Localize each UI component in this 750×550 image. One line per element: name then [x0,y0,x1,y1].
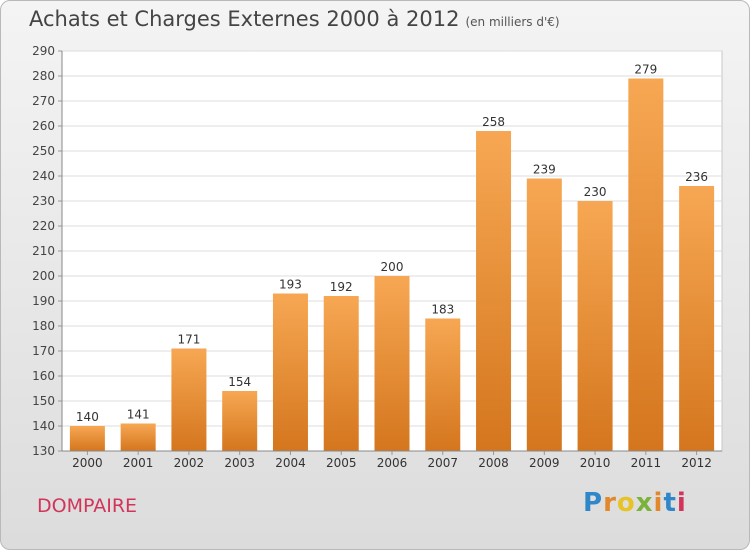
x-tick-label: 2005 [326,456,357,470]
bar-value-label: 154 [228,375,251,389]
y-tick-label: 190 [32,294,55,308]
proxiti-logo: Proxiti [583,488,687,518]
x-tick-label: 2006 [377,456,408,470]
logo-letter: i [676,488,687,518]
bar [323,296,359,451]
x-tick-label: 2010 [580,456,611,470]
y-tick-label: 240 [32,169,55,183]
title-text: Achats et Charges Externes 2000 à 2012 [29,7,460,31]
y-tick-label: 260 [32,119,55,133]
bar [222,391,258,451]
x-tick-label: 2011 [631,456,662,470]
x-tick-label: 2009 [529,456,560,470]
y-tick-label: 150 [32,394,55,408]
y-tick-label: 170 [32,344,55,358]
bar [171,348,207,451]
y-tick-label: 140 [32,419,55,433]
x-tick-label: 2000 [72,456,103,470]
logo-letter: i [653,488,664,518]
y-tick-label: 230 [32,194,55,208]
x-tick-label: 2012 [681,456,712,470]
bar [577,201,613,451]
y-tick-label: 160 [32,369,55,383]
logo-letter: r [603,488,617,518]
y-tick-label: 270 [32,94,55,108]
logo-letter: x [635,488,654,518]
bar [628,78,664,451]
bar-value-label: 258 [482,115,505,129]
y-tick-label: 220 [32,219,55,233]
bar [272,293,308,451]
bar-value-label: 171 [177,333,200,347]
bar-value-label: 200 [381,260,404,274]
bar-value-label: 192 [330,280,353,294]
bar-value-label: 236 [685,170,708,184]
bar-value-label: 140 [76,410,99,424]
bar [679,186,715,451]
x-tick-label: 2002 [174,456,205,470]
y-tick-label: 250 [32,144,55,158]
bar-value-label: 193 [279,278,302,292]
bar [425,318,461,451]
logo-letter: t [663,488,677,518]
bar [69,426,105,451]
bar [374,276,410,451]
bar-value-label: 141 [127,408,150,422]
x-tick-label: 2004 [275,456,306,470]
chart-subtitle: (en milliers d'€) [465,15,560,29]
commune-name: DOMPAIRE [37,495,138,517]
y-tick-label: 280 [32,69,55,83]
x-tick-label: 2001 [123,456,154,470]
bar [476,131,512,451]
chart-title: Achats et Charges Externes 2000 à 2012 (e… [29,7,560,31]
x-tick-label: 2008 [478,456,509,470]
plot-area: 130 140 150 160 170 180 190 200 210 220 230 240 250 2… [32,44,723,470]
logo-letter: P [583,488,604,518]
y-tick-label: 200 [32,269,55,283]
logo-letter: o [616,488,636,518]
y-tick-label: 290 [32,44,55,58]
bar [120,423,156,451]
y-tick-label: 210 [32,244,55,258]
bar-value-label: 230 [584,185,607,199]
bar-value-label: 183 [431,303,454,317]
bar-value-label: 279 [634,63,657,77]
x-tick-label: 2003 [224,456,255,470]
bar-value-label: 239 [533,163,556,177]
y-tick-label: 180 [32,319,55,333]
bar [526,178,562,451]
x-tick-label: 2007 [427,456,458,470]
y-tick-label: 130 [32,444,55,458]
